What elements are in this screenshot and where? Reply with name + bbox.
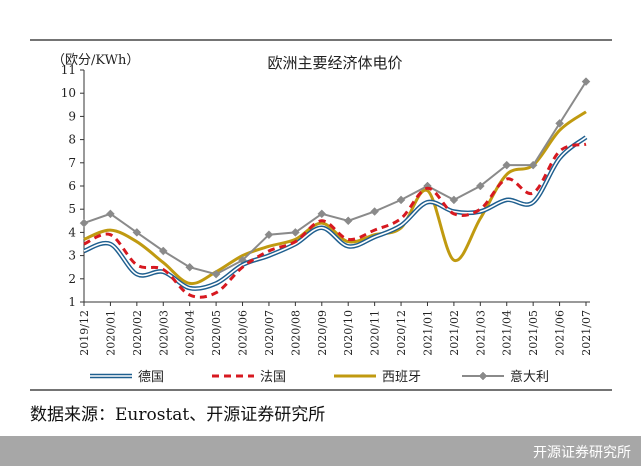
series-4-point [291, 228, 300, 237]
source-note: 数据来源：Eurostat、开源证券研究所 [30, 405, 326, 425]
series-4-point [343, 216, 353, 226]
x-tick-label: 2020/12 [395, 310, 408, 356]
y-axis-ticks: 1 2 3 4 5 6 7 8 9 10 11 [61, 63, 84, 309]
x-tick-label: 2020/08 [289, 310, 302, 356]
legend: 德国 法国 西班牙 意大利 [90, 369, 549, 385]
y-tick-label: 3 [68, 249, 76, 263]
series-4-point [396, 195, 406, 205]
x-tick-label: 2021/02 [448, 310, 461, 356]
series-1-line [83, 135, 588, 291]
x-tick-label: 2020/11 [369, 310, 382, 356]
x-tick-label: 2020/10 [342, 310, 355, 356]
series-4-point [528, 160, 538, 170]
y-tick-label: 9 [68, 109, 76, 123]
series-4-point [264, 230, 274, 240]
chart: 欧洲主要经济体电价 （欧分/KWh） 1 2 3 4 5 6 7 8 9 10 11 2019/12… [30, 39, 612, 391]
series-4-point [106, 209, 115, 219]
series-2-line [83, 142, 587, 299]
series-4-point [317, 209, 327, 219]
y-tick-label: 6 [68, 179, 76, 193]
legend-item-3-label: 西班牙 [382, 370, 421, 385]
legend-item-3: 西班牙 [334, 370, 421, 385]
series-4-point [185, 262, 195, 272]
series-4-line [79, 77, 591, 279]
series-3-path [83, 110, 587, 286]
x-tick-label: 2021/03 [474, 310, 487, 356]
legend-item-2: 法国 [212, 370, 286, 385]
legend-item-2-label: 法国 [260, 370, 286, 385]
series-4-point [475, 181, 485, 191]
series-1-outer-stroke [83, 135, 588, 291]
x-tick-label: 2020/06 [237, 310, 250, 356]
x-tick-label: 2021/07 [580, 310, 593, 356]
x-tick-label: 2020/04 [184, 310, 197, 356]
y-tick-label: 4 [68, 225, 76, 239]
series-4-point [158, 246, 168, 256]
series-2-path [83, 142, 587, 299]
y-tick-label: 2 [68, 272, 76, 286]
y-tick-label: 7 [68, 156, 76, 170]
series-4-point [370, 207, 379, 216]
series-4-point [132, 228, 142, 237]
x-tick-label: 2021/05 [527, 310, 540, 356]
y-tick-label: 1 [68, 295, 76, 309]
x-tick-label: 2020/09 [316, 310, 329, 356]
footer-brand: 开源证券研究所 [533, 445, 631, 461]
series-4-path [83, 81, 587, 276]
x-axis-ticks: 2019/12 2020/01 2020/02 2020/03 2020/04 2020/… [78, 302, 593, 356]
legend-item-1: 德国 [90, 370, 164, 385]
series-4-point [581, 77, 591, 86]
chart-title: 欧洲主要经济体电价 [267, 54, 402, 72]
series-lines [79, 77, 591, 299]
x-tick-label: 2020/01 [104, 310, 117, 356]
series-1-inner-stroke [83, 136, 587, 290]
y-tick-label: 5 [68, 202, 76, 216]
y-tick-label: 11 [61, 63, 76, 77]
x-tick-label: 2020/05 [210, 310, 223, 356]
legend-item-1-label: 德国 [138, 370, 164, 385]
series-4-point [555, 119, 564, 128]
series-3-line [83, 110, 587, 286]
x-tick-label: 2021/06 [554, 310, 567, 356]
series-4-point [502, 160, 512, 170]
x-tick-label: 2021/01 [421, 310, 434, 356]
series-4-point [79, 218, 89, 228]
y-tick-label: 10 [61, 86, 76, 100]
y-tick-label: 8 [68, 133, 76, 147]
x-tick-label: 2020/02 [131, 310, 144, 356]
footer-bar: 开源证券研究所 [0, 436, 641, 466]
x-tick-label: 2021/04 [501, 310, 514, 356]
x-tick-label: 2020/07 [263, 310, 276, 356]
x-tick-label: 2019/12 [78, 310, 91, 356]
legend-item-4-label: 意大利 [510, 369, 549, 385]
y-axis-unit-label: （欧分/KWh） [52, 53, 139, 68]
series-4-point [211, 269, 221, 279]
x-tick-label: 2020/03 [157, 310, 170, 356]
series-4-point [449, 195, 459, 205]
legend-item-4-marker [478, 371, 488, 381]
legend-item-4: 意大利 [462, 369, 549, 385]
